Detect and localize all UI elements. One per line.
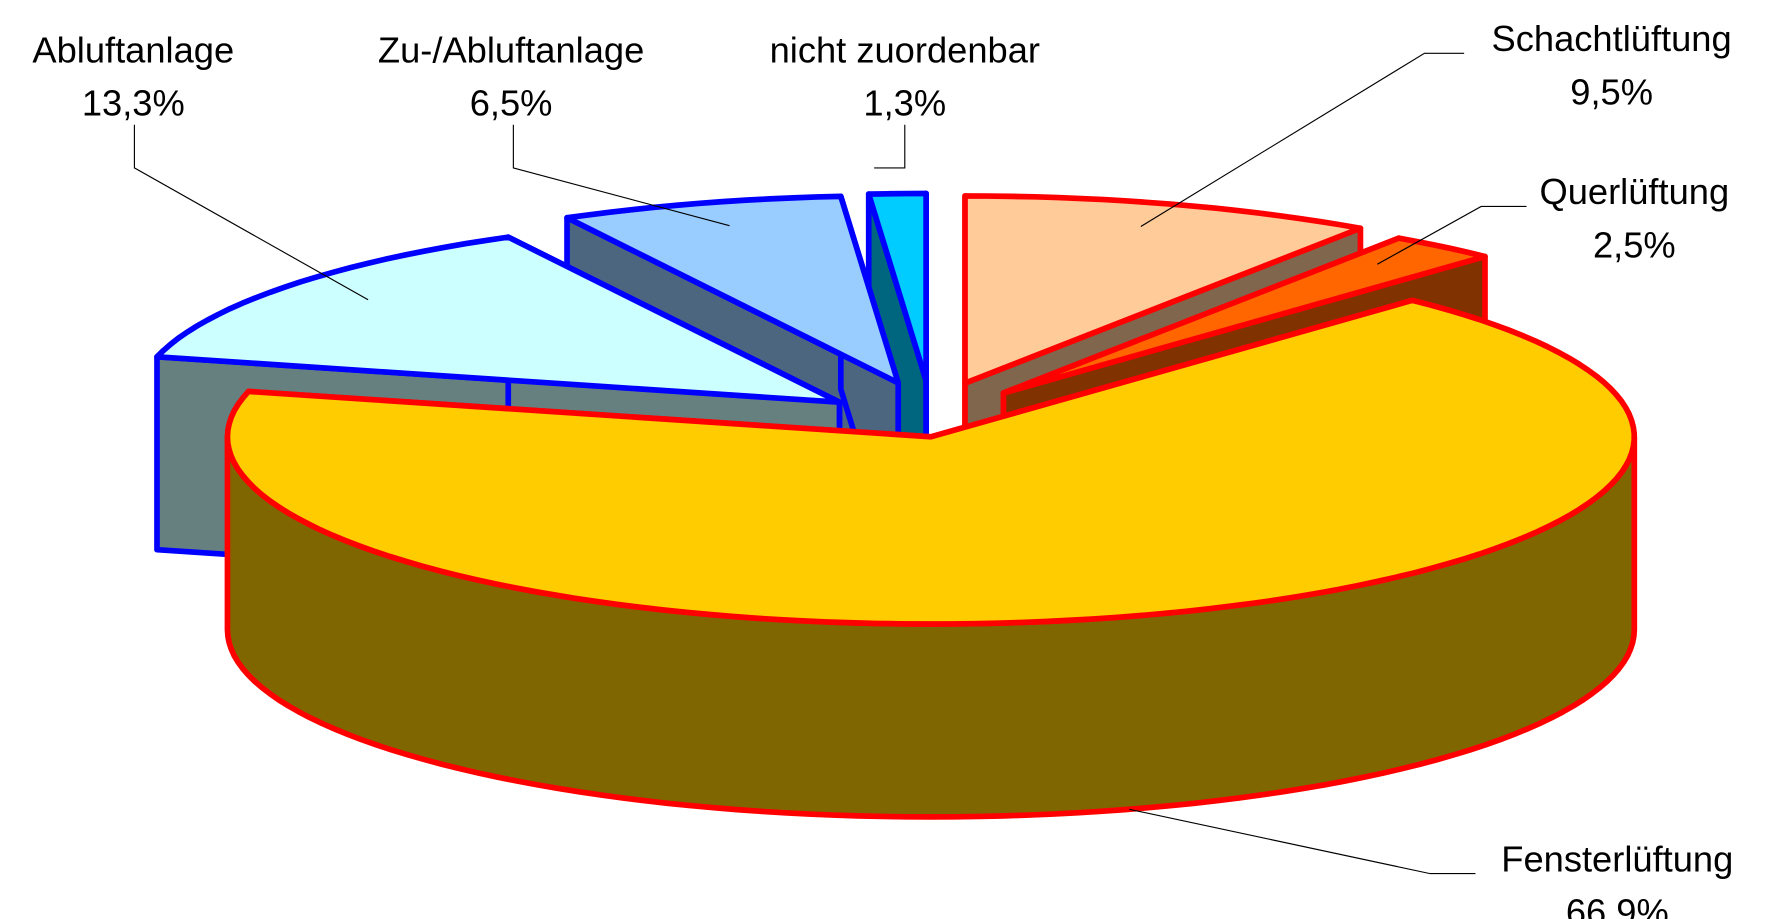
value-label: 13,3% [82,83,185,124]
leader-line [1129,808,1476,875]
leader-line [133,124,369,301]
slice-top [1000,235,1488,396]
leader-line [512,124,730,227]
category-label: nicht zuordenbar [770,29,1040,70]
slice-top [224,297,1638,627]
leader-line [874,124,906,169]
leader-line [1140,52,1465,227]
slice [224,297,1638,820]
slice-top [962,193,1364,386]
value-label: 6,5% [470,83,553,124]
slice-top [564,193,902,386]
value-label: 9,5% [1570,71,1653,112]
value-label: 66,9% [1566,892,1669,919]
category-label: Zu-/Abluftanlage [378,29,644,70]
leader-line [1377,205,1527,265]
value-label: 2,5% [1593,225,1676,266]
category-label: Querlüftung [1539,171,1729,212]
slice-top [865,190,929,384]
category-label: Fensterlüftung [1501,838,1733,879]
category-label: Abluftanlage [32,29,234,70]
slice-top [154,234,843,406]
value-label: 1,3% [863,83,946,124]
category-label: Schachtlüftung [1492,18,1732,59]
